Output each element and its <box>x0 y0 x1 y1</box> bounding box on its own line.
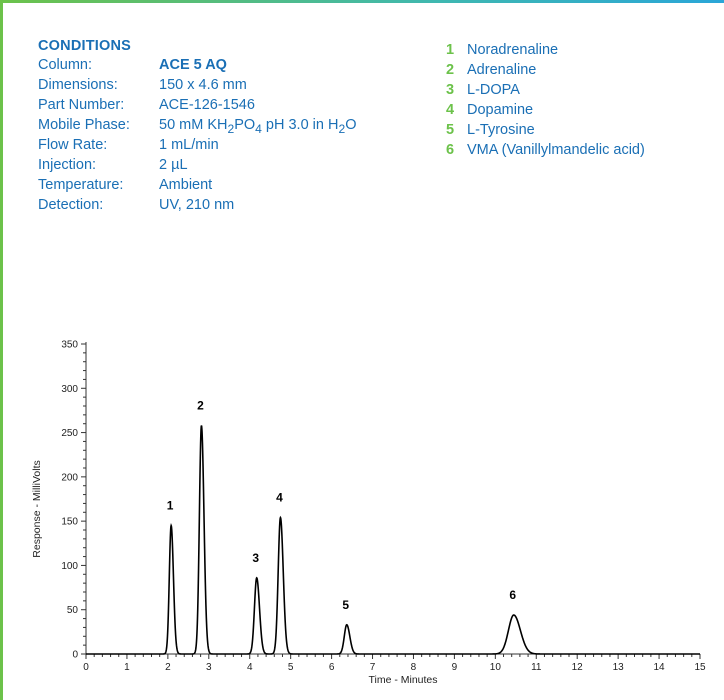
condition-label: Dimensions: <box>38 77 118 93</box>
peak-label: 6 <box>509 588 516 602</box>
top-gradient-bar <box>0 0 724 3</box>
x-tick-label: 3 <box>206 662 212 673</box>
condition-row-mobile-phase: Mobile Phase: 50 mM KH2PO4 pH 3.0 in H2O <box>38 115 357 136</box>
peak-label: 3 <box>252 551 259 565</box>
x-tick-label: 8 <box>411 662 417 673</box>
condition-value: 150 x 4.6 mm <box>159 77 247 93</box>
condition-label: Temperature: <box>38 177 124 193</box>
condition-label: Detection: <box>38 197 104 213</box>
x-tick-label: 5 <box>288 662 294 673</box>
x-tick-label: 9 <box>452 662 458 673</box>
analyte-item: 4 Dopamine <box>446 100 645 120</box>
mobile-phase-sub: 4 <box>255 121 262 136</box>
y-tick-label: 100 <box>61 561 78 572</box>
condition-value: ACE-126-1546 <box>159 97 255 113</box>
condition-value: 1 mL/min <box>159 137 219 153</box>
peak-label: 5 <box>342 598 349 612</box>
mobile-phase-sub: 2 <box>338 121 346 136</box>
x-tick-label: 0 <box>83 662 89 673</box>
analyte-number: 2 <box>446 62 455 78</box>
x-axis-label: Time - Minutes <box>368 674 437 686</box>
x-tick-label: 2 <box>165 662 171 673</box>
y-tick-label: 150 <box>61 517 78 528</box>
condition-label: Injection: <box>38 157 97 173</box>
analyte-name: L-Tyrosine <box>467 122 535 138</box>
y-tick-label: 0 <box>72 650 78 661</box>
analyte-number: 3 <box>446 82 455 98</box>
y-axis-label: Response - MilliVolts <box>31 460 43 557</box>
y-tick-label: 300 <box>61 384 78 395</box>
y-tick-label: 50 <box>67 605 79 616</box>
peak-label: 4 <box>276 491 283 505</box>
condition-label: Mobile Phase: <box>38 117 130 133</box>
condition-label: Column: <box>38 57 92 73</box>
mobile-phase-part: 50 mM KH <box>159 117 228 133</box>
x-tick-label: 6 <box>329 662 335 673</box>
mobile-phase-part: PO <box>234 117 256 133</box>
y-tick-label: 250 <box>61 428 78 439</box>
x-tick-label: 13 <box>613 662 625 673</box>
x-tick-label: 7 <box>370 662 376 673</box>
analyte-number: 5 <box>446 122 455 138</box>
condition-value: ACE 5 AQ <box>159 57 227 73</box>
condition-label: Part Number: <box>38 97 125 113</box>
condition-value-mobile-phase: 50 mM KH2PO4 pH 3.0 in H2O <box>159 117 357 136</box>
analyte-item: 2 Adrenaline <box>446 60 645 80</box>
y-tick-label: 200 <box>61 472 78 483</box>
condition-label: Flow Rate: <box>38 137 108 153</box>
analyte-name: Adrenaline <box>467 62 537 78</box>
condition-row-temperature: Temperature: Ambient <box>38 175 356 195</box>
condition-value: Ambient <box>159 177 213 193</box>
condition-row-flow-rate: Flow Rate: 1 mL/min <box>38 135 356 155</box>
analyte-item: 6 VMA (Vanillylmandelic acid) <box>446 140 645 160</box>
condition-row-injection: Injection: 2 µL <box>38 155 356 175</box>
analyte-name: Noradrenaline <box>467 42 559 58</box>
analyte-item: 3 L-DOPA <box>446 80 645 100</box>
peak-label: 2 <box>197 398 204 412</box>
mobile-phase-part: O <box>345 117 357 133</box>
analyte-legend: 1 Noradrenaline 2 Adrenaline 3 L-DOPA 4 Dopa… <box>446 40 645 160</box>
condition-value: UV, 210 nm <box>159 197 235 213</box>
peak-label: 1 <box>167 499 174 513</box>
x-tick-label: 1 <box>124 662 130 673</box>
x-tick-label: 12 <box>572 662 584 673</box>
x-tick-label: 11 <box>531 662 542 673</box>
analyte-item: 5 L-Tyrosine <box>446 120 645 140</box>
analyte-name: L-DOPA <box>467 82 520 98</box>
mobile-phase-part: pH 3.0 in H <box>261 117 339 133</box>
conditions-title: CONDITIONS <box>38 38 132 54</box>
condition-value: 2 µL <box>159 157 188 173</box>
analyte-number: 4 <box>446 102 455 118</box>
x-tick-label: 15 <box>694 662 706 673</box>
x-tick-label: 4 <box>247 662 253 673</box>
analyte-number: 6 <box>446 142 455 158</box>
analyte-name: VMA (Vanillylmandelic acid) <box>467 142 645 158</box>
condition-row-detection: Detection: UV, 210 nm <box>38 195 356 215</box>
conditions-panel: CONDITIONS Column: ACE 5 AQ Dimensions: 15… <box>38 38 356 215</box>
mobile-phase-sub: 2 <box>227 121 235 136</box>
analyte-number: 1 <box>446 42 455 58</box>
x-tick-label: 10 <box>490 662 502 673</box>
condition-row-part-number: Part Number: ACE-126-1546 <box>38 95 356 115</box>
analyte-item: 1 Noradrenaline <box>446 40 645 60</box>
x-tick-label: 14 <box>654 662 666 673</box>
condition-row-dimensions: Dimensions: 150 x 4.6 mm <box>38 75 356 95</box>
condition-row-column: Column: ACE 5 AQ <box>38 55 356 75</box>
analyte-name: Dopamine <box>467 102 534 118</box>
chromatogram-trace <box>86 425 700 655</box>
y-tick-label: 350 <box>61 340 78 351</box>
